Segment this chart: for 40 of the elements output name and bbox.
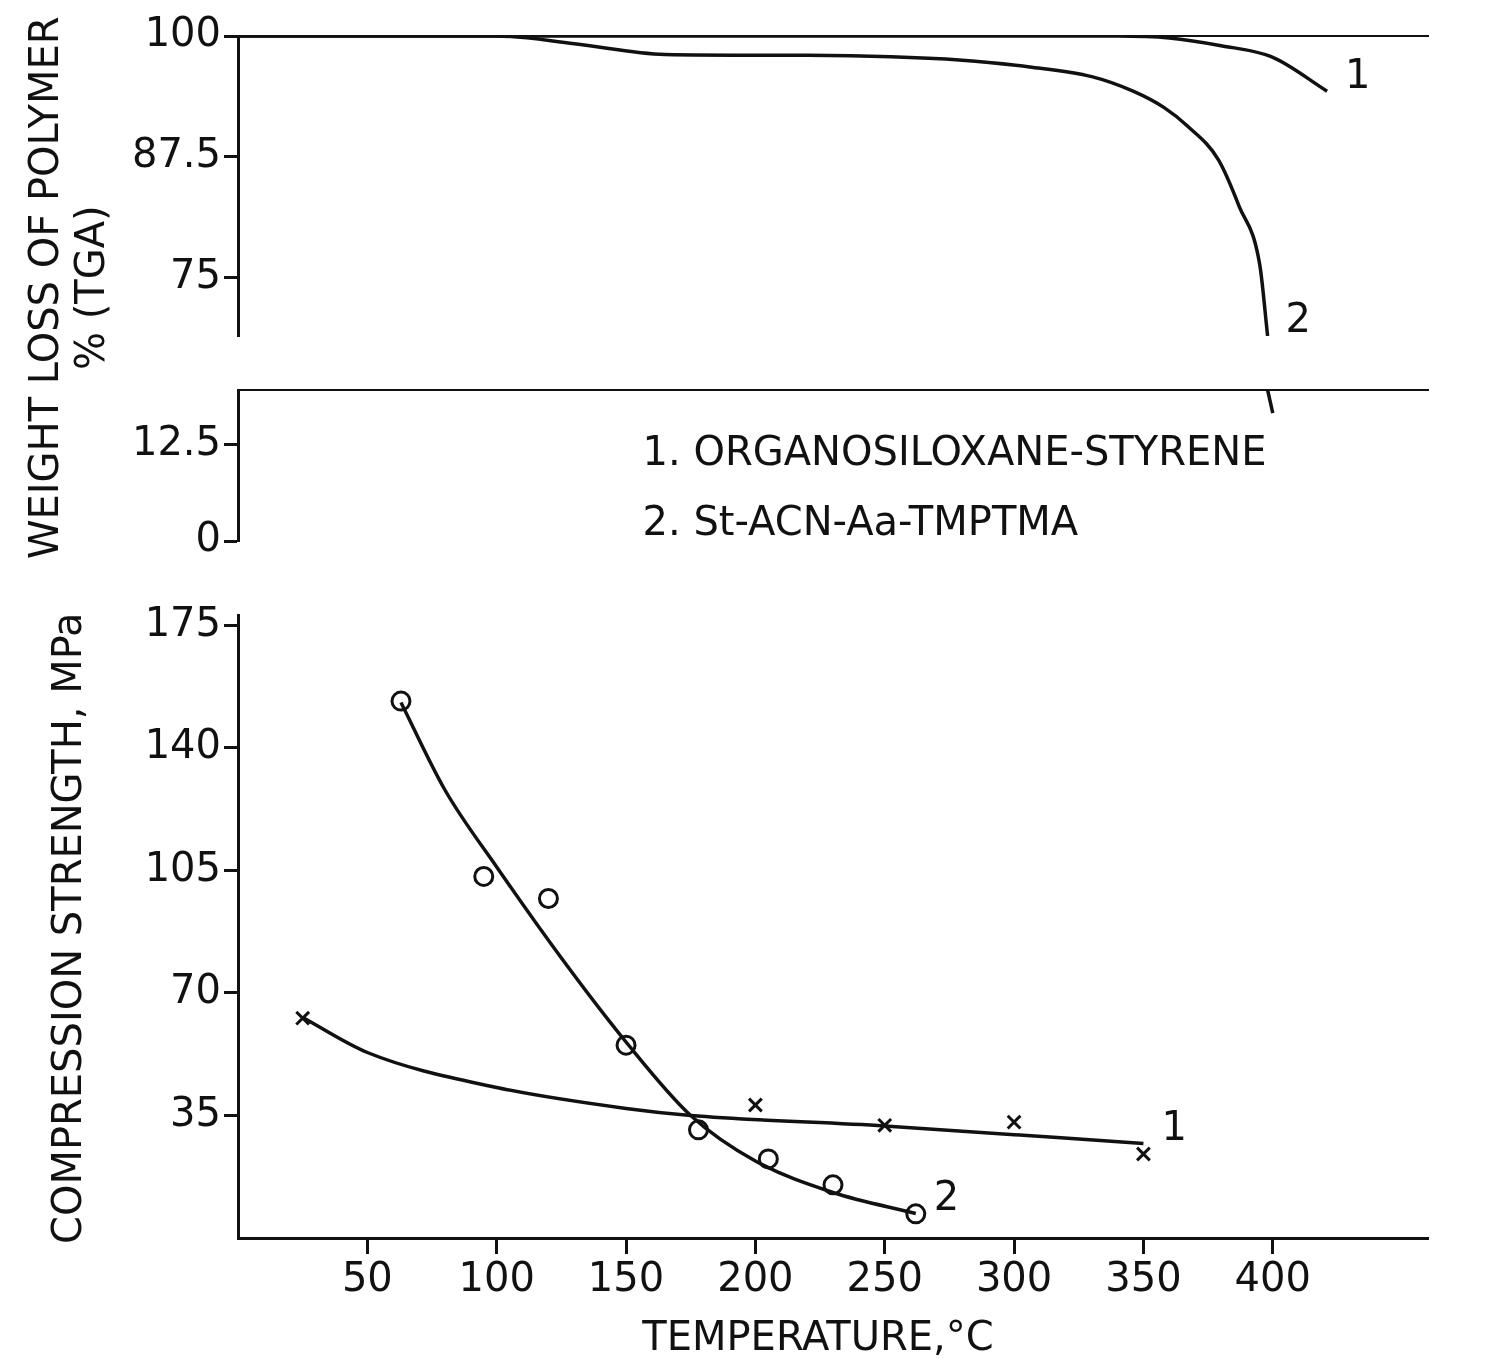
series-label: 1 xyxy=(1345,50,1371,97)
annotation: 2. St-ACN-Aa-TMPTMA xyxy=(642,498,1079,545)
point xyxy=(615,1034,637,1056)
point xyxy=(822,1174,844,1196)
point xyxy=(747,1097,764,1113)
point xyxy=(473,865,495,887)
x-tick-label: 50 xyxy=(341,1254,393,1301)
y-tick-label: 100 xyxy=(144,9,221,56)
x-tick-label: 350 xyxy=(1105,1254,1182,1301)
series-label: 2 xyxy=(933,1172,960,1219)
y-axis-title: WEIGHT LOSS OF POLYMER % (TGA) xyxy=(20,15,114,562)
y-tick-label: 35 xyxy=(170,1088,221,1135)
point xyxy=(757,1148,779,1170)
point xyxy=(876,1117,893,1134)
y-tick-label: 140 xyxy=(144,721,221,768)
annotation: 1. ORGANOSILOXANE-STYRENE xyxy=(642,428,1267,475)
x-tick-label: 400 xyxy=(1234,1254,1311,1301)
y-axis-title: COMPRESSION STRENGTH, MPa xyxy=(43,611,91,1246)
x-tick-label: 200 xyxy=(717,1254,794,1301)
point xyxy=(905,1203,927,1225)
y-tick-label: 12.5 xyxy=(131,417,221,464)
x-tick-label: 150 xyxy=(587,1254,665,1301)
series-label: 1 xyxy=(1161,1102,1187,1149)
y-tick-label: 70 xyxy=(170,966,221,1013)
point xyxy=(1006,1114,1022,1131)
y-tick-label: 75 xyxy=(170,251,221,298)
y-tick-label: 0 xyxy=(195,514,221,561)
x-tick-label: 100 xyxy=(458,1254,535,1301)
y-tick-label: 87.5 xyxy=(131,130,221,177)
point xyxy=(687,1119,709,1141)
point xyxy=(390,690,412,712)
x-axis-title: TEMPERATURE,°C xyxy=(641,1313,995,1359)
point xyxy=(1135,1146,1152,1162)
y-tick-label: 105 xyxy=(144,843,221,890)
point xyxy=(537,888,559,909)
x-tick-label: 250 xyxy=(846,1254,923,1301)
point xyxy=(294,1010,311,1027)
series-label: 2 xyxy=(1285,295,1312,342)
x-tick-label: 300 xyxy=(975,1254,1053,1301)
y-tick-label: 175 xyxy=(144,598,221,645)
